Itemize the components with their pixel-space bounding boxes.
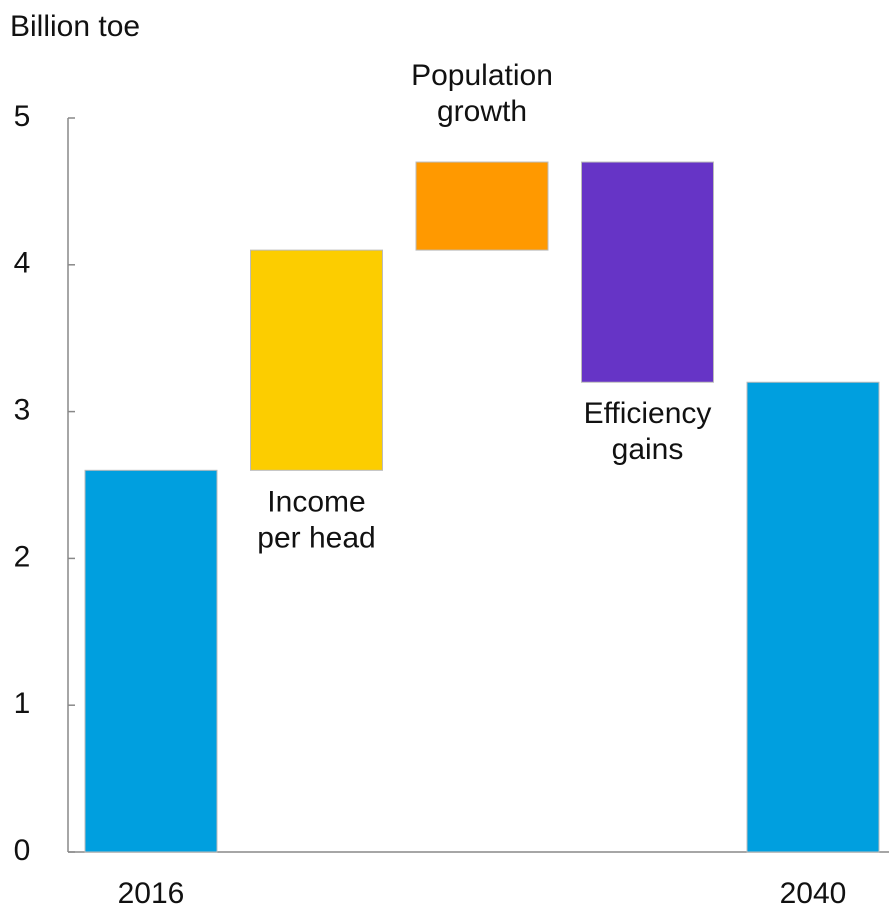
category-label: Population growth xyxy=(411,59,553,128)
category-label: Income per head xyxy=(257,485,375,554)
label-line: per head xyxy=(257,521,375,554)
label-line: gains xyxy=(612,433,684,466)
label-line: Efficiency xyxy=(584,397,712,430)
bar xyxy=(84,469,218,853)
y-tick-label: 4 xyxy=(14,247,31,280)
y-tick-label: 3 xyxy=(14,394,31,427)
label-line: Income xyxy=(267,485,365,518)
category-label: Efficiency gains xyxy=(584,397,712,466)
category-label: 2040 xyxy=(780,877,847,910)
bar xyxy=(581,161,714,383)
y-tick-label: 1 xyxy=(14,687,31,720)
label-line: growth xyxy=(437,95,527,128)
bar xyxy=(250,249,383,471)
category-label: 2016 xyxy=(118,877,185,910)
label-line: Population xyxy=(411,59,553,92)
y-axis-label: Billion toe xyxy=(10,10,140,43)
y-tick-label: 0 xyxy=(14,834,31,867)
bar xyxy=(746,381,880,853)
bar xyxy=(415,161,549,251)
y-tick-label: 2 xyxy=(14,540,31,573)
y-tick-label: 5 xyxy=(14,100,31,133)
